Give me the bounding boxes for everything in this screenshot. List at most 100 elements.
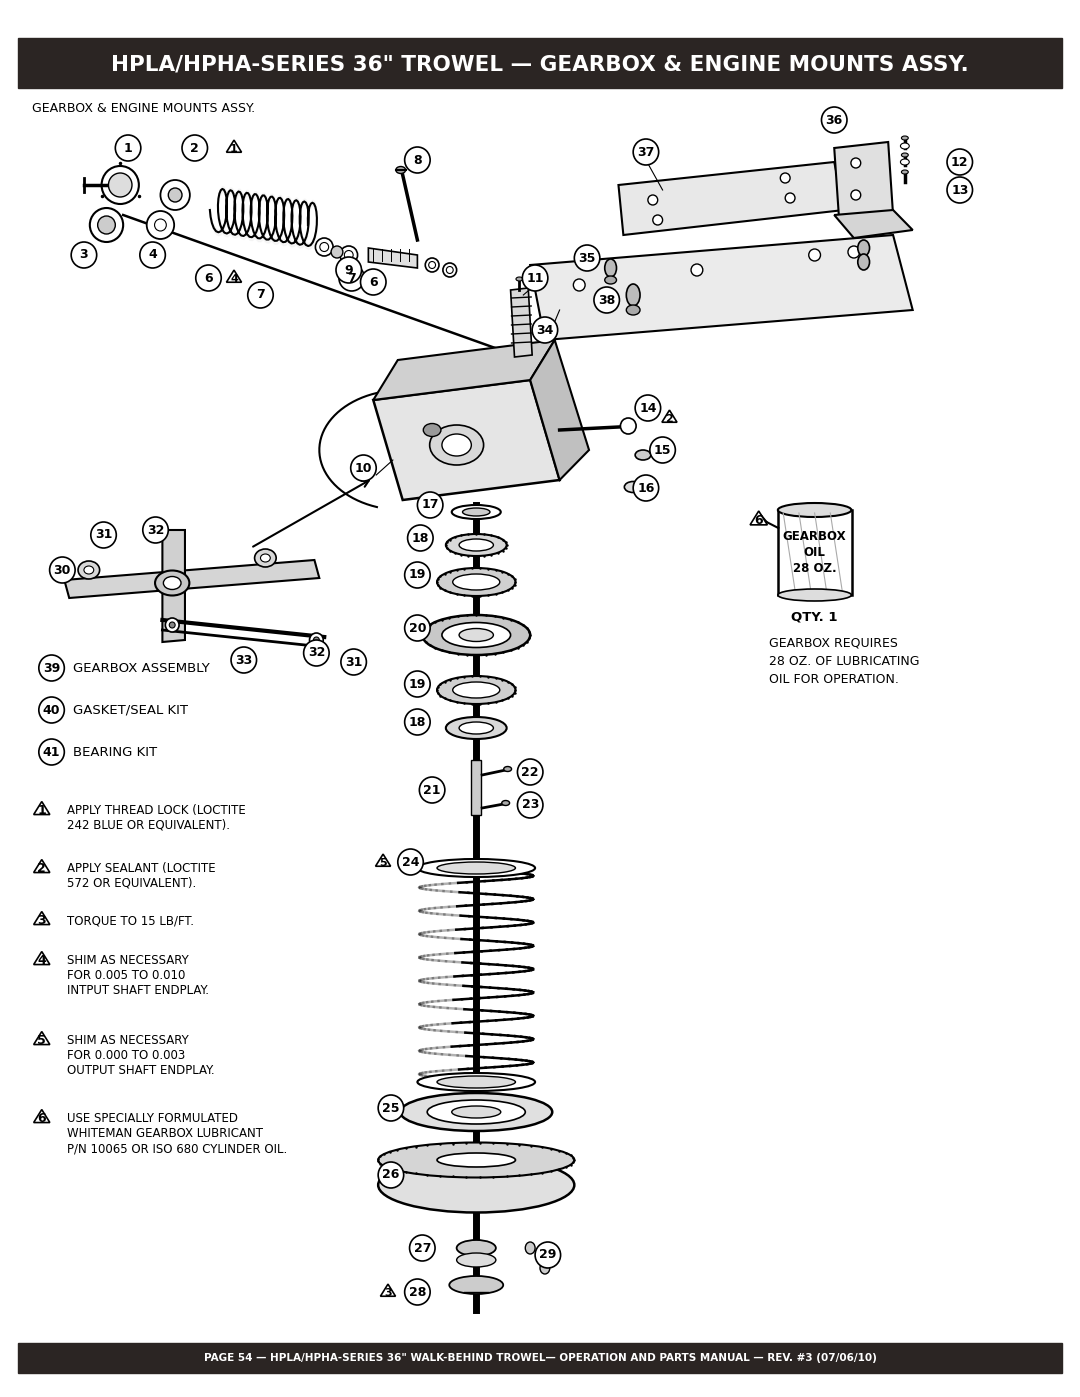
Ellipse shape [84, 566, 94, 574]
Text: 39: 39 [43, 662, 60, 675]
Circle shape [378, 1095, 404, 1120]
Text: 3: 3 [38, 914, 46, 928]
Text: 15: 15 [653, 443, 672, 457]
Circle shape [397, 849, 423, 875]
Text: P/N 10065 OR ISO 680 CYLINDER OIL.: P/N 10065 OR ISO 680 CYLINDER OIL. [67, 1141, 287, 1155]
Circle shape [39, 697, 65, 724]
Text: 4: 4 [38, 954, 46, 967]
Bar [18, 38, 1062, 88]
Text: 26: 26 [382, 1168, 400, 1182]
Circle shape [517, 759, 543, 785]
Ellipse shape [378, 1158, 575, 1213]
Circle shape [851, 190, 861, 200]
Bar [471, 760, 482, 814]
Ellipse shape [97, 217, 116, 235]
Circle shape [143, 517, 168, 543]
Circle shape [351, 455, 376, 481]
Text: SHIM AS NECESSARY: SHIM AS NECESSARY [67, 1034, 189, 1046]
Text: 6: 6 [38, 1112, 46, 1125]
Ellipse shape [605, 258, 617, 277]
Ellipse shape [624, 482, 642, 493]
Circle shape [341, 650, 366, 675]
Circle shape [183, 136, 207, 161]
Text: 22: 22 [522, 766, 539, 778]
Ellipse shape [540, 1261, 550, 1274]
Ellipse shape [901, 142, 909, 149]
Polygon shape [227, 140, 242, 152]
Circle shape [39, 739, 65, 766]
Text: APPLY SEALANT (LOCTITE: APPLY SEALANT (LOCTITE [67, 862, 216, 875]
Ellipse shape [459, 629, 494, 641]
Text: OUTPUT SHAFT ENDPLAY.: OUTPUT SHAFT ENDPLAY. [67, 1065, 215, 1077]
Text: INTPUT SHAFT ENDPLAY.: INTPUT SHAFT ENDPLAY. [67, 983, 210, 997]
Text: 572 OR EQUIVALENT).: 572 OR EQUIVALENT). [67, 877, 197, 890]
Ellipse shape [516, 277, 523, 281]
Circle shape [947, 177, 972, 203]
Polygon shape [33, 951, 50, 964]
Circle shape [691, 264, 703, 277]
Text: 9: 9 [345, 264, 353, 277]
Polygon shape [162, 529, 185, 643]
Text: FOR 0.000 TO 0.003: FOR 0.000 TO 0.003 [67, 1049, 186, 1062]
Circle shape [573, 279, 585, 291]
Polygon shape [374, 339, 555, 400]
Ellipse shape [401, 1092, 552, 1132]
Ellipse shape [459, 539, 494, 550]
Text: 24: 24 [402, 855, 419, 869]
Ellipse shape [446, 534, 507, 556]
Text: 11: 11 [526, 271, 544, 285]
Ellipse shape [154, 219, 166, 231]
Circle shape [195, 265, 221, 291]
Text: 31: 31 [345, 655, 362, 669]
Text: APPLY THREAD LOCK (LOCTITE: APPLY THREAD LOCK (LOCTITE [67, 805, 246, 817]
Polygon shape [511, 288, 532, 358]
Circle shape [247, 282, 273, 307]
Text: 17: 17 [421, 499, 438, 511]
Text: 19: 19 [408, 569, 427, 581]
Polygon shape [530, 235, 913, 339]
Text: 32: 32 [147, 524, 164, 536]
Text: 6: 6 [204, 271, 213, 285]
Text: 32: 32 [308, 647, 325, 659]
Ellipse shape [449, 1275, 503, 1294]
Text: QTY. 1: QTY. 1 [792, 610, 838, 623]
Ellipse shape [451, 504, 501, 520]
Ellipse shape [858, 240, 869, 256]
Polygon shape [530, 339, 589, 481]
Text: 7: 7 [348, 271, 356, 285]
Text: 18: 18 [408, 715, 427, 728]
Text: 35: 35 [579, 251, 596, 264]
Circle shape [780, 173, 791, 183]
Circle shape [378, 1162, 404, 1187]
Text: 31: 31 [95, 528, 112, 542]
Ellipse shape [902, 136, 908, 140]
Polygon shape [380, 1284, 395, 1296]
Ellipse shape [635, 450, 651, 460]
Polygon shape [368, 249, 417, 268]
Ellipse shape [858, 254, 869, 270]
Ellipse shape [462, 509, 490, 515]
Text: BEARING KIT: BEARING KIT [73, 746, 158, 759]
Circle shape [405, 562, 430, 588]
Circle shape [405, 147, 430, 173]
Ellipse shape [453, 682, 500, 698]
Circle shape [594, 286, 620, 313]
Text: 28: 28 [408, 1285, 427, 1298]
Text: 33: 33 [235, 654, 253, 666]
Polygon shape [65, 560, 320, 598]
Text: 2: 2 [665, 414, 673, 423]
Bar [779, 510, 852, 595]
Text: 7: 7 [256, 289, 265, 302]
Circle shape [361, 270, 386, 295]
Text: 27: 27 [414, 1242, 431, 1255]
Ellipse shape [446, 267, 454, 274]
Text: USE SPECIALLY FORMULATED: USE SPECIALLY FORMULATED [67, 1112, 239, 1125]
Text: 25: 25 [382, 1101, 400, 1115]
Ellipse shape [443, 263, 457, 277]
Text: 4: 4 [148, 249, 157, 261]
Text: 242 BLUE OR EQUIVALENT).: 242 BLUE OR EQUIVALENT). [67, 819, 230, 833]
Text: 5: 5 [379, 858, 387, 868]
Circle shape [39, 655, 65, 680]
Polygon shape [33, 912, 50, 925]
Ellipse shape [255, 549, 276, 567]
